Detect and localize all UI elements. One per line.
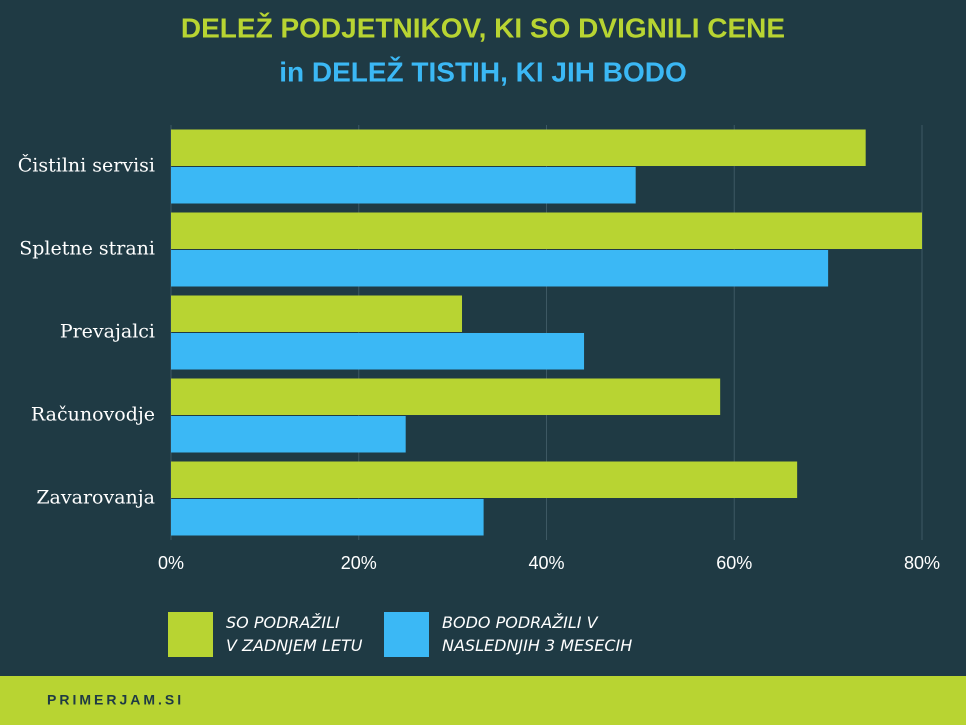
y-tick-label: Računovodje (31, 404, 155, 426)
bar (171, 499, 484, 536)
bar (171, 378, 721, 415)
bar (171, 295, 463, 332)
legend-label: SO PODRAŽILI V ZADNJEM LETU (226, 613, 363, 655)
chart-title: DELEŽ PODJETNIKOV, KI SO DVIGNILI CENE (181, 12, 785, 43)
bar (171, 167, 636, 204)
legend-swatch (384, 612, 429, 657)
bar (171, 250, 829, 287)
footer-text: PRIMERJAM.SI (47, 692, 184, 708)
x-tick-label: 20% (341, 553, 377, 573)
x-tick-label: 0% (158, 553, 184, 573)
y-tick-label: Prevajalci (60, 321, 155, 343)
y-tick-label: Zavarovanja (36, 487, 155, 509)
bar (171, 129, 866, 166)
footer-band (0, 676, 966, 725)
y-tick-label: Spletne strani (19, 238, 155, 260)
bar (171, 461, 798, 498)
x-tick-label: 60% (716, 553, 752, 573)
bar (171, 212, 922, 249)
chart-subtitle: in DELEŽ TISTIH, KI JIH BODO (279, 56, 687, 87)
y-tick-label: Čistilni servisi (18, 154, 155, 177)
legend-label: BODO PODRAŽILI V NASLEDNJIH 3 MESECIH (442, 613, 633, 655)
x-tick-label: 40% (528, 553, 564, 573)
bar (171, 333, 585, 370)
bar (171, 416, 406, 453)
legend-swatch (168, 612, 213, 657)
x-tick-label: 80% (904, 553, 940, 573)
